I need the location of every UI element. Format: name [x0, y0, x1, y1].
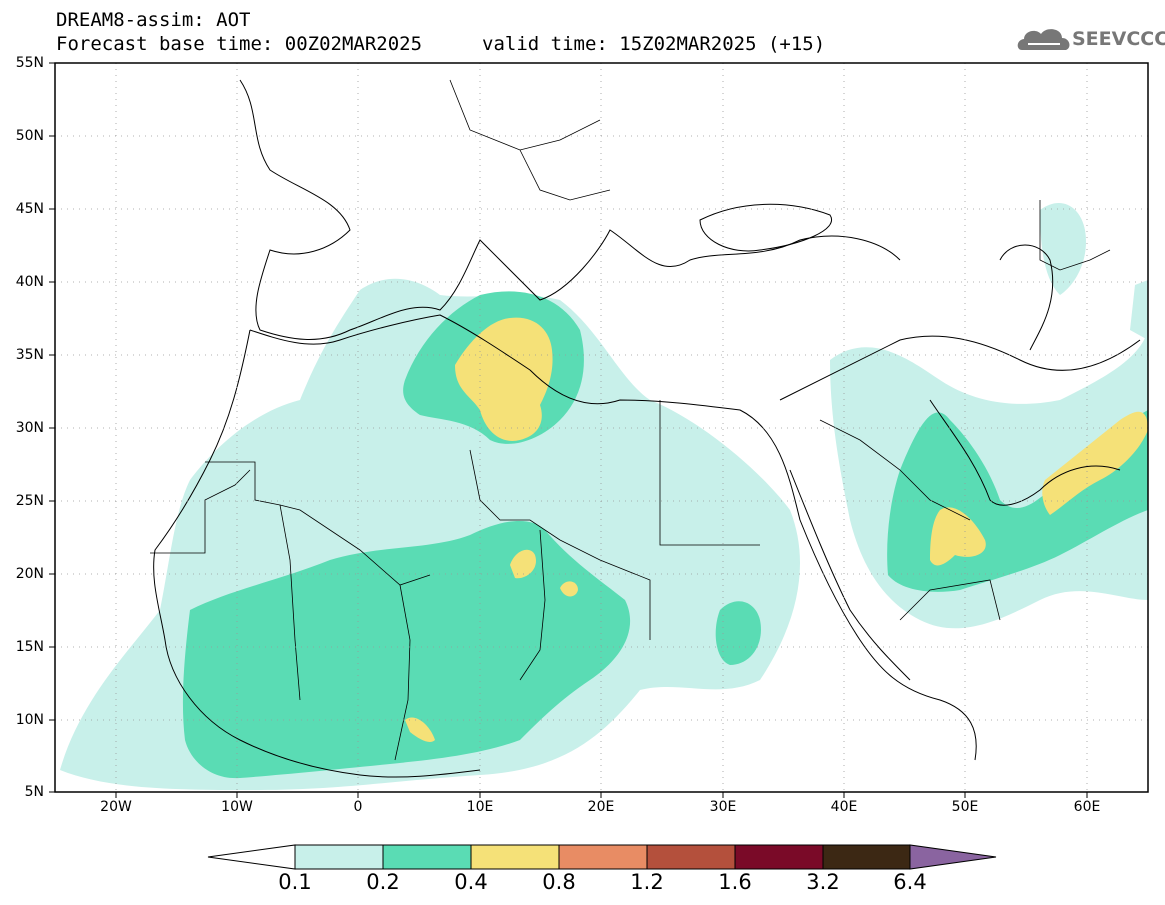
lat-label: 45N — [15, 201, 44, 217]
lon-label: 10E — [466, 799, 494, 815]
coastline-arabia — [779, 335, 1141, 401]
colorbar-segment — [646, 844, 736, 870]
lat-label: 15N — [15, 639, 44, 655]
axis-ticks — [49, 62, 1088, 798]
colorbar-label: 0.8 — [542, 870, 576, 894]
colorbar-segment — [382, 844, 472, 870]
colorbar — [207, 844, 997, 870]
aot-contour-0.2 — [182, 520, 631, 779]
aot-contour-0.1 — [1040, 202, 1086, 295]
colorbar-label: 6.4 — [893, 870, 927, 894]
lat-label: 50N — [15, 128, 44, 144]
coastline-blacksea — [699, 203, 833, 252]
lat-label: 10N — [15, 712, 44, 728]
seevccc-logo: SEEVCCC — [1072, 28, 1165, 50]
coastline-europe — [239, 79, 901, 340]
coastline-westafrica — [153, 329, 481, 778]
aot-contour-0.4 — [930, 507, 986, 566]
aot-contour-0.4 — [405, 717, 435, 743]
colorbar-label: 0.1 — [278, 870, 312, 894]
lat-label: 30N — [15, 420, 44, 436]
aot-field — [60, 202, 1148, 790]
lon-label: 20W — [100, 799, 132, 815]
lat-label: 25N — [15, 493, 44, 509]
lat-label: 40N — [15, 274, 44, 290]
colorbar-segment — [470, 844, 560, 870]
colorbar-segment — [294, 844, 384, 870]
aot-contour-0.2 — [715, 601, 761, 665]
lon-label: 20E — [587, 799, 615, 815]
aot-contour-0.4 — [1042, 411, 1148, 515]
coastline-africa — [249, 314, 977, 761]
border — [519, 149, 611, 201]
colorbar-label: 3.2 — [806, 870, 840, 894]
border — [819, 419, 971, 521]
valid-time: valid time: 15Z02MAR2025 (+15) — [482, 33, 826, 55]
grid — [55, 63, 1148, 792]
border — [519, 529, 546, 681]
border — [150, 469, 251, 554]
coastline-caspian — [999, 244, 1054, 351]
coastline-redsea — [789, 469, 911, 681]
forecast-base-time: Forecast base time: 00Z02MAR2025 — [56, 33, 423, 55]
lon-label: 60E — [1073, 799, 1101, 815]
colorbar-segment — [734, 844, 824, 870]
borders — [150, 79, 1111, 761]
coastlines — [153, 79, 1141, 778]
aot-contour-0.4 — [560, 581, 578, 597]
colorbar-label: 0.2 — [366, 870, 400, 894]
lat-label: 20N — [15, 566, 44, 582]
lat-label: 35N — [15, 347, 44, 363]
border — [659, 400, 760, 546]
lon-label: 50E — [951, 799, 979, 815]
lon-label: 30E — [709, 799, 737, 815]
border — [469, 449, 651, 640]
lon-label: 10W — [221, 799, 253, 815]
colorbar-under-arrow — [207, 844, 296, 870]
colorbar-label: 0.4 — [454, 870, 488, 894]
aot-contour-0.1 — [1130, 280, 1148, 340]
cloud-icon — [1017, 29, 1070, 50]
figure-title: DREAM8-assim: AOT — [56, 9, 251, 31]
border — [205, 461, 431, 586]
lon-label: 0 — [353, 799, 363, 815]
border — [449, 79, 601, 151]
border — [1039, 200, 1111, 271]
border — [279, 504, 301, 701]
colorbar-segment — [822, 844, 911, 870]
border — [394, 584, 411, 761]
colorbar-label: 1.2 — [630, 870, 664, 894]
lon-label: 40E — [830, 799, 858, 815]
colorbar-segment — [558, 844, 648, 870]
aot-contour-0.4 — [510, 549, 536, 579]
border — [899, 579, 1001, 621]
lat-label: 55N — [15, 55, 44, 71]
coastline-gulf — [929, 399, 1121, 506]
colorbar-over-arrow — [909, 844, 997, 870]
colorbar-label: 1.6 — [718, 870, 752, 894]
lat-label: 5N — [24, 784, 44, 800]
aot-contour-0.4 — [455, 317, 553, 441]
